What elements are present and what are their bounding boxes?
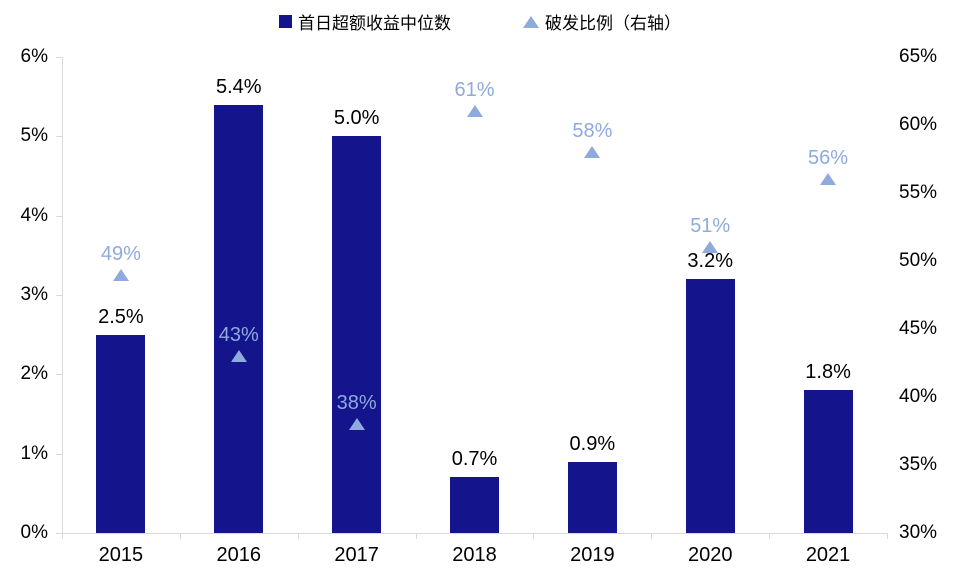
left-axis-tick	[56, 453, 62, 455]
bar-value-label-2017: 5.0%	[333, 107, 380, 130]
x-axis-label-2017: 2017	[334, 544, 379, 566]
triangle-value-label-2020: 51%	[690, 215, 731, 238]
triangle-marker-2020	[702, 241, 719, 254]
triangle-marker-2018	[466, 105, 483, 118]
left-axis-line	[62, 57, 63, 534]
bar-2020	[685, 279, 735, 533]
left-axis-tick-label: 4%	[20, 204, 48, 226]
x-axis-label-2015: 2015	[98, 544, 144, 566]
legend-item-0: 首日超额收益中位数	[279, 9, 451, 34]
bar-2019	[567, 461, 617, 533]
x-axis-tick	[297, 533, 299, 539]
bar-value-label-2021: 1.8%	[805, 361, 851, 384]
bar-value-label-2015: 2.5%	[98, 305, 144, 328]
x-axis-tick	[415, 533, 417, 539]
right-axis-tick-label: 50%	[899, 250, 938, 271]
triangle-value-label-2021: 56%	[808, 147, 849, 170]
legend-triangle-icon	[523, 15, 539, 28]
left-axis-tick	[56, 374, 62, 376]
triangle-value-label-2016: 43%	[218, 324, 259, 347]
x-axis-label-2019: 2019	[570, 544, 615, 566]
bar-2018	[450, 477, 499, 533]
right-axis-labels: 30% 35% 40% 45% 50% 55% 60% 65%	[899, 46, 957, 543]
triangle-marker-2019	[584, 146, 601, 159]
left-axis-tick-label: 1%	[20, 442, 48, 464]
left-axis-tick	[56, 57, 62, 58]
right-axis-tick-label: 35%	[899, 454, 938, 475]
left-axis-tick-label: 6%	[20, 46, 48, 67]
left-axis-tick-label: 2%	[20, 363, 48, 385]
right-axis-tick-label: 40%	[899, 386, 938, 407]
triangle-marker-2021	[820, 173, 837, 186]
left-axis-labels: 0% 1% 2% 3% 4% 5% 6%	[0, 46, 48, 543]
left-axis-tick	[56, 136, 62, 138]
plot-area: 2.5% 49% 5.4% 43% 5.0% 38% 0.7% 61% 0.9% 58% 3.2% 5…	[62, 57, 887, 533]
x-axis-label-2020: 2020	[687, 544, 733, 566]
right-axis-tick-label: 55%	[899, 182, 938, 203]
triangle-value-label-2019: 58%	[572, 120, 613, 143]
x-axis-tick	[887, 533, 888, 539]
triangle-value-label-2015: 49%	[100, 242, 141, 265]
legend-label-0: 首日超额收益中位数	[298, 14, 451, 33]
chart-legend: 首日超额收益中位数 破发比例（右轴）	[0, 9, 960, 34]
triangle-marker-2015	[112, 268, 129, 281]
right-axis-tick-label: 45%	[899, 318, 938, 339]
right-axis-tick-label: 60%	[899, 114, 938, 135]
bar-2017	[332, 136, 382, 533]
legend-item-1: 破发比例（右轴）	[523, 9, 681, 34]
triangle-value-label-2018: 61%	[454, 79, 495, 102]
left-axis-tick-label: 3%	[20, 284, 48, 305]
x-axis-labels: 2015 2016 2017 2018 2019 2020 2021	[62, 544, 887, 570]
bar-2016	[214, 104, 264, 533]
bar-2015	[96, 334, 146, 533]
bottom-axis-line	[62, 533, 888, 534]
x-axis-label-2016: 2016	[216, 544, 262, 566]
x-axis-tick	[651, 533, 653, 539]
left-axis-tick	[56, 215, 62, 217]
triangle-value-label-2017: 38%	[336, 392, 377, 415]
bar-2021	[803, 390, 853, 533]
x-axis-label-2018: 2018	[452, 544, 497, 566]
bar-value-label-2020: 3.2%	[687, 250, 733, 273]
left-axis-tick	[56, 533, 62, 534]
x-axis-tick	[769, 533, 771, 539]
legend-label-1: 破发比例（右轴）	[545, 14, 681, 33]
x-axis-tick	[533, 533, 535, 539]
right-axis-tick-label: 65%	[899, 46, 938, 67]
left-axis-tick-label: 5%	[20, 125, 48, 147]
x-axis-label-2021: 2021	[805, 544, 851, 566]
triangle-marker-2017	[348, 418, 365, 431]
x-axis-tick	[179, 533, 181, 539]
x-axis-tick	[62, 533, 63, 539]
legend-square-icon	[279, 15, 292, 28]
left-axis-tick-label: 0%	[20, 522, 48, 543]
bar-value-label-2019: 0.9%	[569, 432, 616, 455]
triangle-marker-2016	[230, 350, 247, 363]
bar-value-label-2018: 0.7%	[451, 448, 498, 471]
bar-value-label-2016: 5.4%	[215, 75, 262, 98]
left-axis-tick	[56, 295, 62, 296]
right-axis-tick-label: 30%	[899, 522, 938, 543]
